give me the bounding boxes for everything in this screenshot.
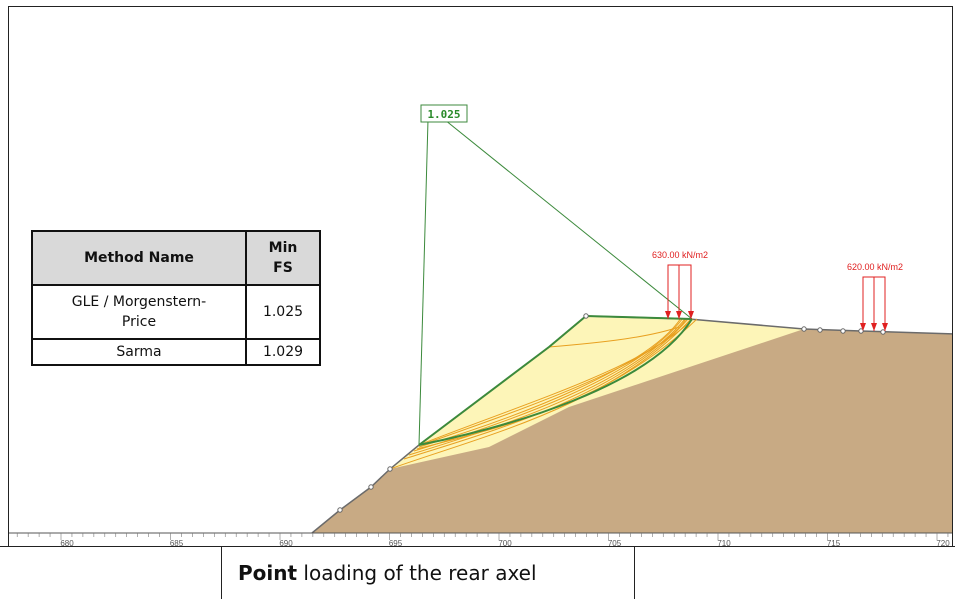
x-tick-label: 720	[936, 539, 950, 547]
header-min-fs: Min FS	[245, 230, 321, 286]
method-name-cell: Sarma	[31, 338, 247, 366]
fs-label-box	[420, 104, 468, 123]
x-tick-label: 710	[717, 539, 731, 547]
model-view: 1.025 630.00 kN/m2	[8, 6, 953, 547]
x-tick-label: 700	[498, 539, 512, 547]
vertex	[337, 507, 343, 513]
vertex	[801, 326, 807, 332]
caption-bold: Point	[238, 561, 298, 585]
slip-centre-rays	[418, 119, 693, 446]
load-1-label: 630.00 kN/m2	[652, 250, 708, 260]
slope-model: 1.025 630.00 kN/m2	[9, 104, 952, 547]
point-load-2	[860, 276, 888, 331]
caption-rest: loading of the rear axel	[297, 561, 537, 585]
x-tick-label: 705	[608, 539, 622, 547]
vertex	[880, 329, 886, 335]
critical-slip-surface	[418, 318, 693, 446]
table-header-row: Method Name Min FS	[31, 230, 321, 286]
x-tick-label: 695	[389, 539, 403, 547]
table-row: Sarma 1.029	[31, 338, 321, 366]
min-fs-cell: 1.025	[245, 284, 321, 340]
vertex	[583, 313, 589, 319]
x-axis: 680 685 690 695 700 705 710 715 720	[9, 532, 952, 547]
method-name-cell: GLE / Morgenstern- Price	[31, 284, 247, 340]
divider	[0, 546, 955, 547]
vertex	[858, 328, 864, 334]
geometry-vertices	[337, 313, 886, 513]
critical-top-edge	[418, 314, 693, 446]
vertex	[840, 328, 846, 334]
x-tick-label: 715	[827, 539, 841, 547]
x-tick-label: 680	[60, 539, 74, 547]
x-tick-label: 685	[170, 539, 184, 547]
table-row: GLE / Morgenstern- Price 1.025	[31, 284, 321, 340]
fs-label: 1.025	[427, 108, 460, 121]
vertex	[387, 466, 393, 472]
vertex	[817, 327, 823, 333]
x-tick-label: 690	[279, 539, 293, 547]
caption: Point loading of the rear axel	[221, 547, 635, 599]
vertex	[368, 484, 374, 490]
load-2-label: 620.00 kN/m2	[847, 262, 903, 272]
header-method-name: Method Name	[31, 230, 247, 286]
results-table: Method Name Min FS GLE / Morgenstern- Pr…	[31, 230, 321, 366]
min-fs-cell: 1.029	[245, 338, 321, 366]
soil-region	[312, 316, 952, 533]
point-load-1	[665, 264, 694, 319]
